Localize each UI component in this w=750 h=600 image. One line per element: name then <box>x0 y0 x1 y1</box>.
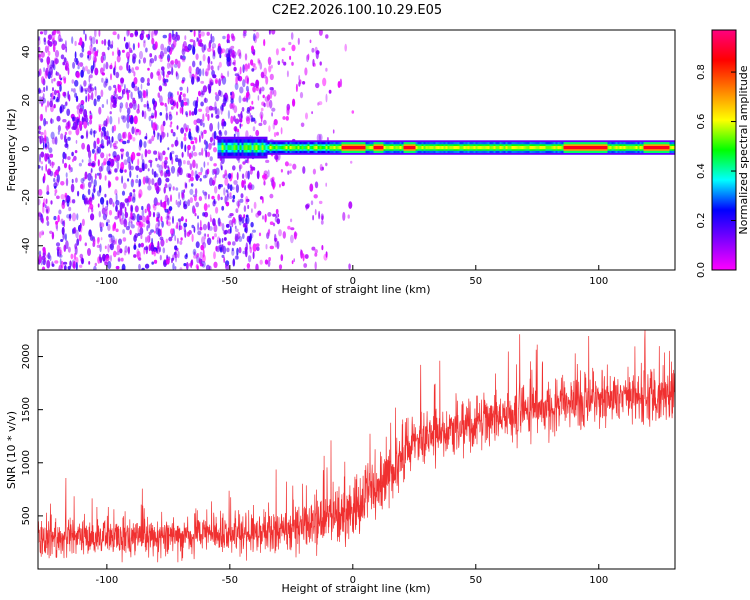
colorbar-tick-label: 0.8 <box>696 64 707 80</box>
colorbar: 0.0 0.2 0.4 0.6 0.8 Normalized spectral ampl… <box>696 29 750 278</box>
snr-x-axis-label: Height of straight line (km) <box>281 582 430 595</box>
spectrogram-x-axis-label: Height of straight line (km) <box>281 283 430 296</box>
snr-ytick-label: 500 <box>21 506 32 525</box>
colorbar-tick-label: 0.2 <box>696 213 707 229</box>
snr-xtick-label: 100 <box>589 575 608 586</box>
spectrogram-y-axis-label: Frequency (Hz) <box>5 109 18 192</box>
colorbar-tick-label: 0.6 <box>696 114 707 130</box>
colorbar-tick-label: 0.4 <box>696 163 707 179</box>
spectrogram-frame <box>37 29 676 271</box>
spectrogram-x-ticks: -100 -50 0 50 100 <box>96 265 608 287</box>
spectrogram-ytick-label: 0 <box>21 146 32 152</box>
snr-xtick-label: 0 <box>350 575 356 586</box>
snr-ytick-label: 1500 <box>21 397 32 422</box>
spectrogram-y-ticks: -40 -20 0 20 40 <box>21 45 43 254</box>
spectrogram-xtick-label: 0 <box>350 276 356 287</box>
spectrogram-ytick-label: 20 <box>21 94 32 107</box>
spectrogram-ytick-label: -40 <box>21 238 32 254</box>
snr-x-ticks: -100 -50 0 50 100 <box>96 564 608 586</box>
snr-xtick-label: -50 <box>222 575 238 586</box>
snr-panel: -100 -50 0 50 100 500 1000 1500 2000 Height of … <box>5 329 676 595</box>
colorbar-tick-label: 0.0 <box>696 262 707 278</box>
spectrogram-noise-speckle <box>38 30 355 270</box>
colorbar-gradient <box>711 29 737 271</box>
snr-ytick-label: 1000 <box>21 450 32 475</box>
colorbar-ticks: 0.0 0.2 0.4 0.6 0.8 <box>696 64 736 278</box>
spectrogram-xtick-label: 50 <box>469 276 482 287</box>
figure-title: C2E2.2026.100.10.29.E05 <box>272 3 442 18</box>
spectrogram-panel: -100 -50 0 50 100 -40 -20 0 20 40 Height of stra… <box>5 29 676 296</box>
snr-xtick-label: -100 <box>96 575 119 586</box>
spectrogram-xtick-label: -50 <box>222 276 238 287</box>
snr-y-axis-label: SNR (10 * v/v) <box>5 411 18 489</box>
spectrogram-ytick-label: -20 <box>21 189 32 205</box>
spectrogram-xtick-label: 100 <box>589 276 608 287</box>
spectrogram-ytick-label: 40 <box>21 45 32 58</box>
spectrogram-xtick-label: -100 <box>96 276 119 287</box>
colorbar-label: Normalized spectral amplitude <box>737 65 750 234</box>
snr-frame <box>37 329 676 570</box>
snr-xtick-label: 50 <box>469 575 482 586</box>
snr-ytick-label: 2000 <box>21 344 32 369</box>
snr-series-line <box>38 330 675 563</box>
snr-y-ticks: 500 1000 1500 2000 <box>21 344 43 525</box>
spectrogram-signal-band <box>217 136 675 159</box>
